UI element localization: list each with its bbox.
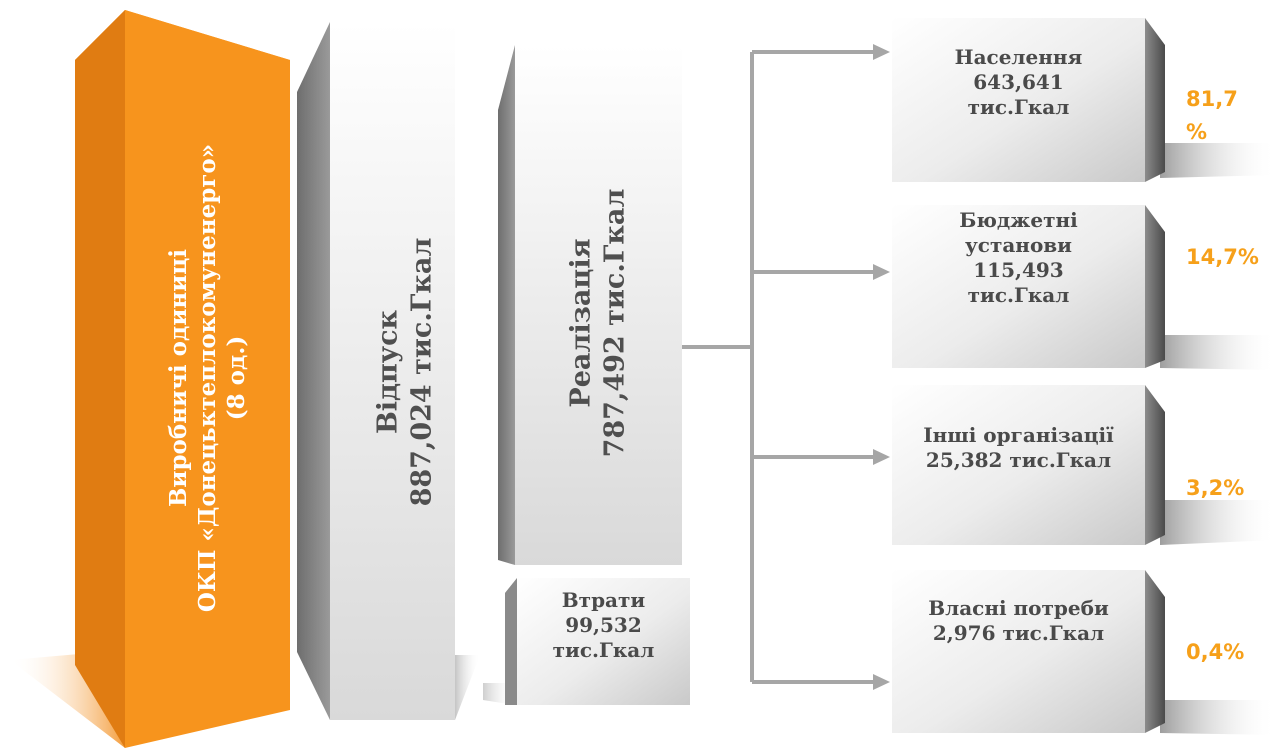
consumer-label-3: Інші організації 25,382 тис.Гкал (892, 423, 1145, 473)
consumer-box-1-shadow (1160, 143, 1276, 178)
release-block (297, 22, 480, 720)
consumer-box-2-face (892, 205, 1145, 368)
arrowhead-3 (873, 449, 890, 465)
release-label: Відпуск 887,024 тис.Гкал (371, 238, 439, 507)
losses-block-face (517, 578, 690, 705)
consumer-box-4-shadow (1160, 700, 1276, 735)
consumer-3-line-1: Інші організації (923, 423, 1114, 447)
source-label-line-1: Виробничі одиниці (164, 248, 192, 508)
source-block-left-side (75, 10, 125, 748)
source-label-line-2: ОКП «Донецьктеплокомуненерго» (193, 143, 221, 613)
consumer-1-line-3: тис.Гкал (967, 95, 1070, 119)
losses-label-line-1: Втрати (561, 588, 646, 612)
consumer-2-line-3: 115,493 (973, 258, 1064, 282)
consumer-box-3-face (892, 385, 1145, 545)
consumer-label-1: Населення 643,641 тис.Гкал (892, 45, 1145, 120)
consumer-2-line-2: установи (964, 233, 1073, 257)
consumer-3-line-2: 25,382 тис.Гкал (925, 448, 1112, 472)
consumer-label-4: Власні потреби 2,976 тис.Гкал (892, 596, 1145, 646)
consumer-box-4-face (892, 570, 1145, 733)
consumer-box-1-face (892, 18, 1145, 182)
consumer-box-2-side (1145, 205, 1165, 368)
consumer-1-line-2: 643,641 (973, 70, 1064, 94)
sales-block-side (498, 45, 515, 565)
sales-label: Реалізація 787,492 тис.Гкал (564, 189, 632, 458)
losses-label-line-3: тис.Гкал (552, 638, 655, 662)
release-label-line-2: 887,024 тис.Гкал (406, 237, 437, 507)
source-label-line-3: (8 од.) (222, 335, 250, 421)
sales-block-face (515, 45, 682, 565)
consumer-4-percent-line-1: 0,4% (1186, 640, 1245, 664)
consumer-3-percent: 3,2% (1186, 472, 1244, 505)
consumer-3-percent-line-1: 3,2% (1186, 476, 1245, 500)
source-label: Виробничі одиниці ОКП «Донецьктеплокомун… (165, 144, 251, 612)
consumer-4-line-2: 2,976 тис.Гкал (932, 621, 1105, 645)
sales-label-line-1: Реалізація (565, 238, 597, 408)
arrowhead-2 (873, 264, 890, 280)
consumer-1-line-1: Населення (954, 45, 1083, 69)
consumer-box-2 (892, 205, 1276, 370)
consumer-1-percent: 81,7 % (1186, 83, 1238, 148)
consumer-box-2-shadow (1160, 335, 1276, 370)
release-block-shadow (455, 655, 480, 720)
consumer-2-percent: 14,7% (1186, 241, 1259, 274)
consumer-box-1-side (1145, 18, 1165, 182)
losses-label: Втрати 99,532 тис.Гкал (517, 588, 690, 663)
release-block-face (330, 22, 455, 720)
consumer-1-percent-line-2: % (1186, 119, 1208, 144)
consumer-box-3-side (1145, 385, 1165, 545)
losses-label-line-2: 99,532 (565, 613, 642, 637)
consumer-2-percent-line-1: 14,7% (1186, 245, 1259, 269)
consumer-label-2: Бюджетні установи 115,493 тис.Гкал (892, 208, 1145, 308)
consumer-box-4-side (1145, 570, 1165, 733)
release-label-line-1: Відпуск (372, 309, 404, 435)
consumer-4-percent: 0,4% (1186, 636, 1244, 669)
consumer-2-line-4: тис.Гкал (967, 283, 1070, 307)
consumer-4-line-1: Власні потреби (928, 596, 1109, 620)
sales-label-line-2: 787,492 тис.Гкал (599, 188, 630, 458)
consumer-box-4 (892, 570, 1276, 735)
consumer-2-line-1: Бюджетні (959, 208, 1078, 232)
connector-arrowheads (873, 44, 890, 690)
arrowhead-1 (873, 44, 890, 60)
arrowhead-4 (873, 674, 890, 690)
losses-block-side (505, 578, 517, 705)
release-block-side (297, 22, 330, 720)
source-block (10, 10, 290, 748)
connectors (682, 50, 873, 684)
sales-block (498, 45, 682, 565)
consumer-box-3-shadow (1160, 500, 1276, 545)
consumer-1-percent-line-1: 81,7 (1186, 87, 1238, 111)
source-block-face (125, 10, 290, 748)
losses-block (483, 578, 690, 705)
consumer-box-3 (892, 385, 1276, 545)
consumer-box-1 (892, 18, 1276, 182)
